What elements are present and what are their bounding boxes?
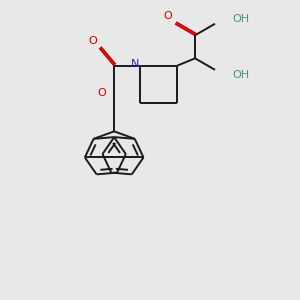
Text: O: O — [97, 88, 106, 98]
Text: OH: OH — [233, 70, 250, 80]
Text: O: O — [164, 11, 172, 21]
Text: OH: OH — [233, 14, 250, 23]
Text: N: N — [131, 58, 140, 69]
Text: O: O — [89, 36, 98, 46]
